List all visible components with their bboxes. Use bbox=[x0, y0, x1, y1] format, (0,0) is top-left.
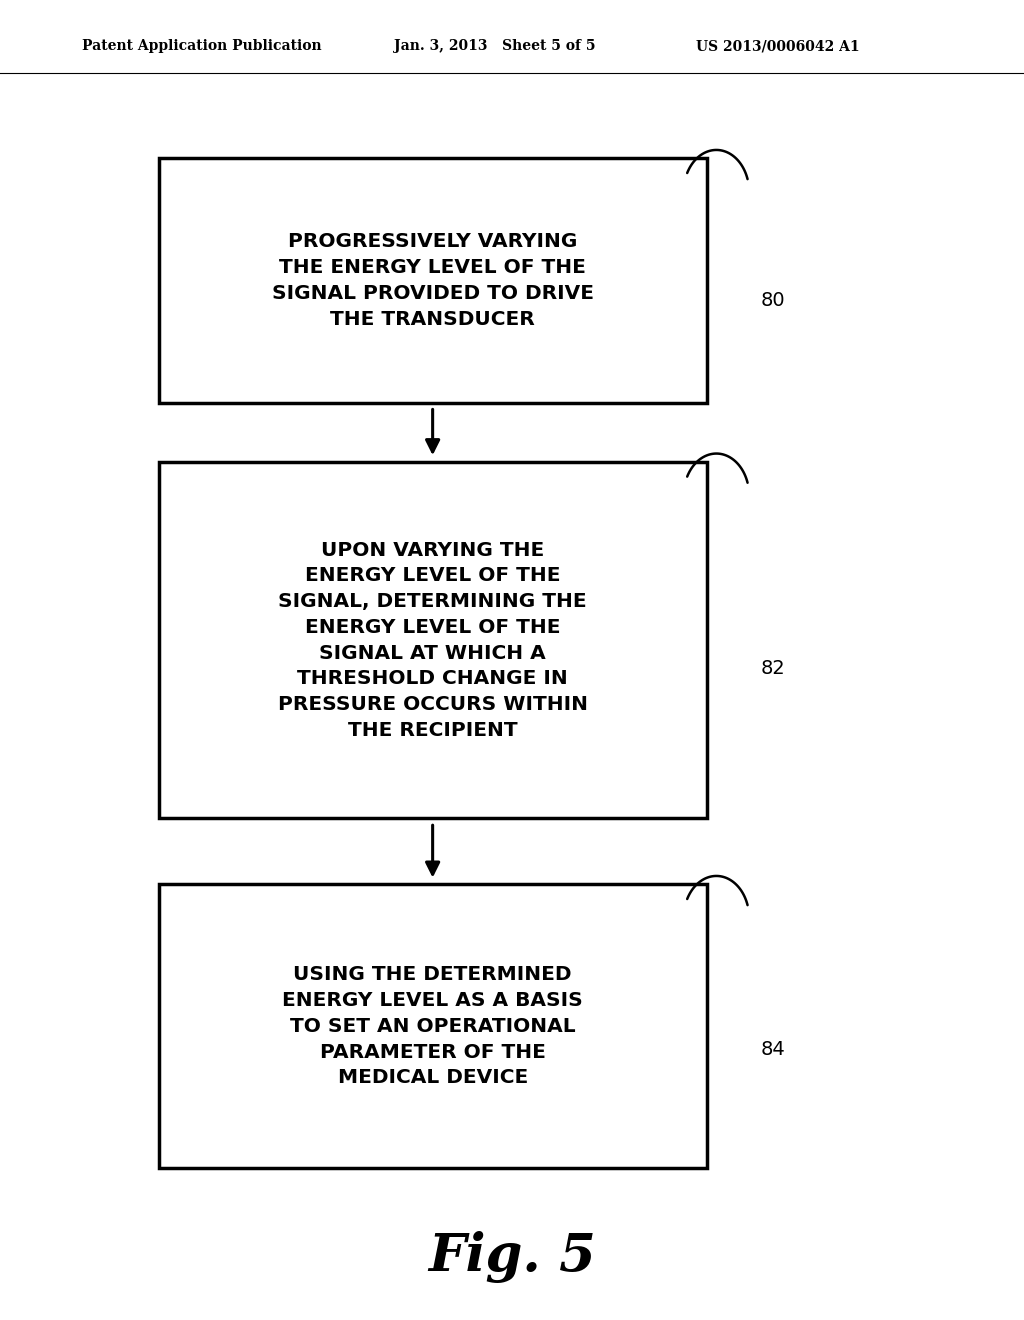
Text: Patent Application Publication: Patent Application Publication bbox=[82, 40, 322, 53]
Text: US 2013/0006042 A1: US 2013/0006042 A1 bbox=[696, 40, 860, 53]
Bar bbox=[159, 158, 707, 403]
Text: 82: 82 bbox=[761, 659, 785, 678]
Text: UPON VARYING THE
ENERGY LEVEL OF THE
SIGNAL, DETERMINING THE
ENERGY LEVEL OF THE: UPON VARYING THE ENERGY LEVEL OF THE SIG… bbox=[278, 541, 588, 739]
Bar bbox=[159, 884, 707, 1168]
Text: Jan. 3, 2013   Sheet 5 of 5: Jan. 3, 2013 Sheet 5 of 5 bbox=[394, 40, 596, 53]
Text: USING THE DETERMINED
ENERGY LEVEL AS A BASIS
TO SET AN OPERATIONAL
PARAMETER OF : USING THE DETERMINED ENERGY LEVEL AS A B… bbox=[283, 965, 583, 1088]
Text: 84: 84 bbox=[761, 1040, 785, 1059]
Text: Fig. 5: Fig. 5 bbox=[428, 1230, 596, 1283]
Text: PROGRESSIVELY VARYING
THE ENERGY LEVEL OF THE
SIGNAL PROVIDED TO DRIVE
THE TRANS: PROGRESSIVELY VARYING THE ENERGY LEVEL O… bbox=[271, 232, 594, 329]
Text: 80: 80 bbox=[761, 290, 785, 309]
Bar bbox=[159, 462, 707, 818]
